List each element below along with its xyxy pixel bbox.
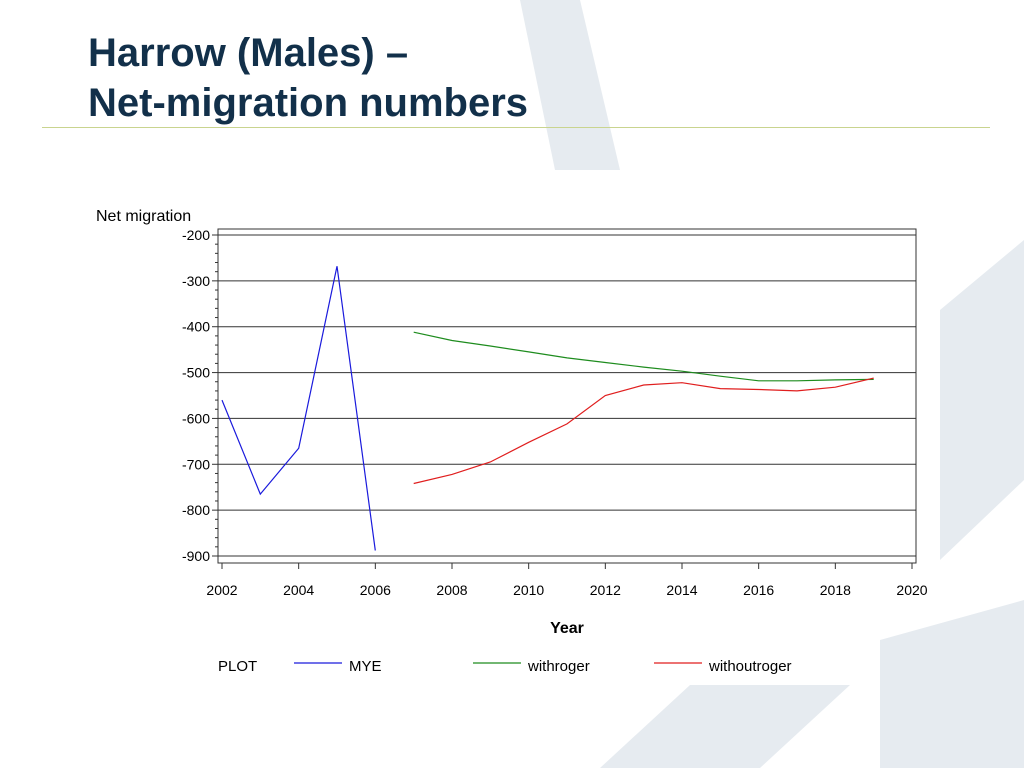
y-tick-label: -300 [182, 273, 210, 289]
legend-label-withroger: withroger [527, 658, 590, 675]
y-tick-label: -200 [182, 227, 210, 243]
slide-title-line-1: Harrow (Males) – [88, 31, 409, 75]
y-tick-label: -900 [182, 548, 210, 564]
background-diagonal-band-bottom [600, 685, 850, 768]
x-tick-label: 2002 [206, 582, 237, 598]
x-axis-label: Year [550, 620, 584, 637]
x-tick-label: 2012 [590, 582, 621, 598]
y-tick-label: -800 [182, 502, 210, 518]
legend-label-MYE: MYE [349, 658, 382, 675]
series-line-withroger [413, 331, 874, 382]
x-tick-label: 2016 [743, 582, 774, 598]
x-tick-label: 2008 [436, 582, 467, 598]
y-axis-label: Net migration [96, 208, 191, 225]
x-tick-label: 2020 [896, 582, 927, 598]
y-tick-label: -700 [182, 456, 210, 472]
x-tick-label: 2014 [666, 582, 697, 598]
y-tick-label: -400 [182, 319, 210, 335]
x-tick-label: 2004 [283, 582, 314, 598]
legend-label-withoutroger: withoutroger [708, 658, 792, 675]
x-axis-ticks: 2002 2004 2006 2008 2010 2012 2014 2016 2018 2020 [206, 563, 928, 598]
y-axis-ticks: -200 -300 -400 -500 -600 -700 -800 -900 [182, 227, 218, 564]
y-tick-label: -600 [182, 410, 210, 426]
legend-title: PLOT [218, 658, 257, 675]
gridlines [218, 234, 916, 557]
title-divider [42, 127, 990, 128]
slide-title: Harrow (Males) – Net-migration numbers [88, 28, 528, 128]
background-block-bottom-right [880, 600, 1024, 768]
series-line-MYE [221, 266, 376, 551]
y-tick-label: -500 [182, 365, 210, 381]
x-tick-label: 2010 [513, 582, 544, 598]
background-diagonal-band-right [940, 240, 1024, 560]
x-tick-label: 2018 [820, 582, 851, 598]
series-lines [221, 266, 874, 551]
plot-area [217, 228, 917, 564]
x-tick-label: 2006 [360, 582, 391, 598]
series-line-withoutroger [413, 377, 874, 485]
legend: PLOT MYE withroger withoutroger [218, 658, 792, 675]
slide-title-line-2: Net-migration numbers [88, 81, 529, 125]
